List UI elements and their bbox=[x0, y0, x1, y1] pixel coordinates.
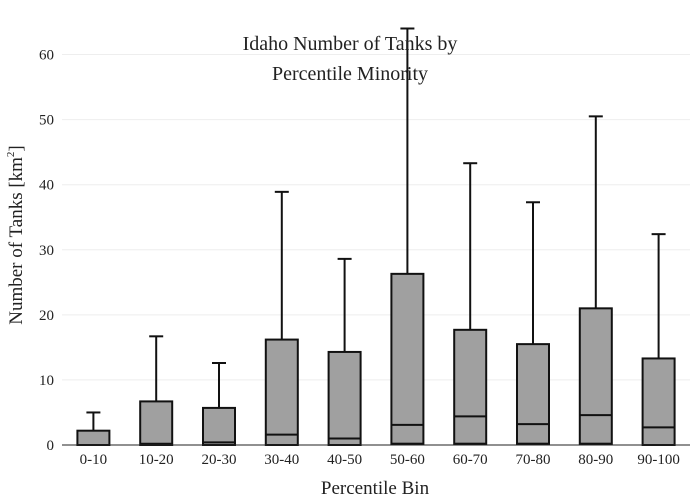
y-tick-label: 50 bbox=[39, 113, 54, 129]
x-tick-label: 70-80 bbox=[516, 452, 551, 468]
x-tick-label: 60-70 bbox=[453, 452, 488, 468]
y-axis-label: Number of Tanks [km2] bbox=[5, 145, 27, 325]
x-tick-label: 0-10 bbox=[80, 452, 108, 468]
iqr-box bbox=[516, 343, 550, 445]
iqr-box bbox=[641, 357, 676, 446]
x-tick-label: 20-30 bbox=[202, 452, 237, 468]
iqr-box bbox=[264, 338, 299, 446]
y-tick-label: 20 bbox=[39, 308, 54, 324]
box-series bbox=[76, 27, 676, 447]
box-40-50 bbox=[327, 257, 362, 446]
chart-title-line-2: Percentile Minority bbox=[272, 63, 428, 85]
iqr-box bbox=[139, 400, 174, 447]
x-tick-label: 80-90 bbox=[578, 452, 613, 468]
x-tick-label: 40-50 bbox=[327, 452, 362, 468]
box-80-90 bbox=[578, 115, 613, 445]
axes: 0 10 20 30 40 50 60 0-10 10-20 20-30 30-40 40-50 50-… bbox=[39, 48, 690, 468]
y-axis-label-main: Number of Tanks [km bbox=[6, 157, 27, 325]
y-tick-label: 30 bbox=[39, 243, 54, 259]
iqr-box bbox=[390, 272, 425, 445]
iqr-box bbox=[453, 328, 488, 445]
iqr-box bbox=[327, 350, 362, 446]
y-axis-label-superscript: 2 bbox=[5, 152, 17, 158]
box-50-60 bbox=[390, 27, 425, 445]
box-90-100 bbox=[641, 233, 676, 446]
box-60-70 bbox=[453, 162, 488, 445]
box-20-30 bbox=[202, 362, 236, 447]
y-tick-label: 0 bbox=[47, 438, 55, 454]
x-axis-label: Percentile Bin bbox=[321, 478, 430, 499]
box-0-10 bbox=[76, 411, 111, 446]
y-tick-label: 10 bbox=[39, 373, 54, 389]
box-70-80 bbox=[516, 201, 550, 445]
x-tick-label: 10-20 bbox=[139, 452, 174, 468]
box-10-20 bbox=[139, 335, 174, 447]
chart-title-line-1: Idaho Number of Tanks by bbox=[243, 33, 458, 55]
iqr-box bbox=[202, 406, 236, 447]
x-tick-label: 90-100 bbox=[637, 452, 680, 468]
y-axis-label-end: ] bbox=[6, 145, 27, 151]
x-tick-label: 30-40 bbox=[264, 452, 299, 468]
iqr-box bbox=[578, 307, 613, 445]
box-30-40 bbox=[264, 190, 299, 446]
y-tick-label: 60 bbox=[39, 48, 54, 64]
x-tick-label: 50-60 bbox=[390, 452, 425, 468]
y-tick-label: 40 bbox=[39, 178, 54, 194]
iqr-box bbox=[76, 429, 111, 446]
